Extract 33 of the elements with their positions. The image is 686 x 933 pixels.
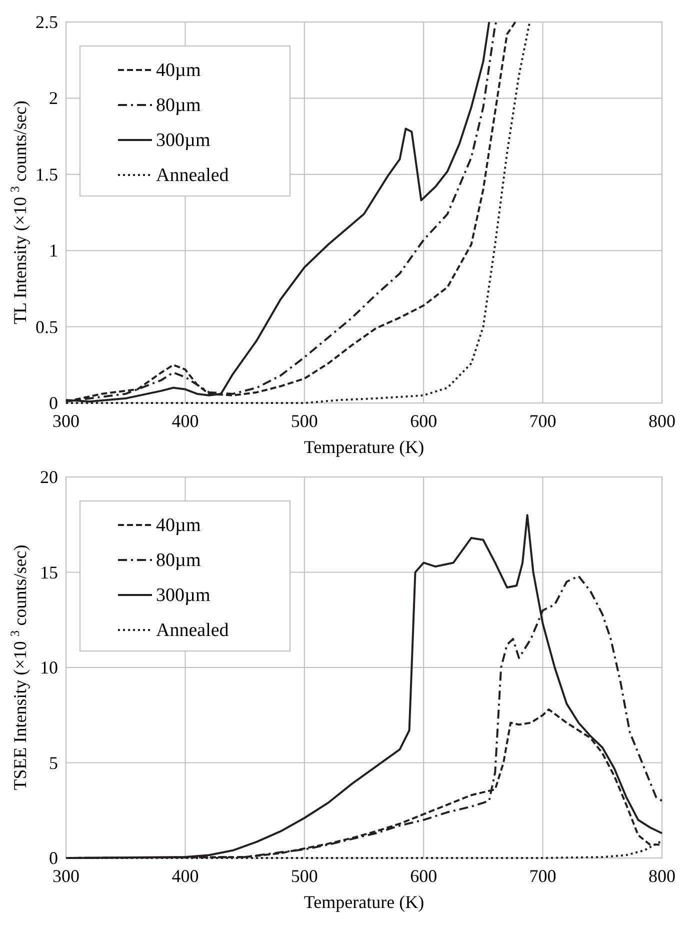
y-tick-label: 0 bbox=[49, 848, 58, 868]
y-tick-label: 0 bbox=[49, 393, 58, 413]
legend-label: Annealed bbox=[156, 620, 230, 641]
x-tick-label: 300 bbox=[52, 411, 80, 431]
x-axis-title: Temperature (K) bbox=[304, 892, 424, 912]
legend-label: 40µm bbox=[156, 60, 201, 81]
y-tick-label: 2.5 bbox=[36, 12, 58, 32]
legend-label: Annealed bbox=[156, 165, 230, 186]
x-axis-title: Temperature (K) bbox=[304, 437, 424, 457]
x-tick-label: 700 bbox=[529, 866, 556, 886]
y-tick-label: 20 bbox=[40, 467, 58, 487]
x-tick-label: 800 bbox=[648, 411, 676, 431]
y-tick-label: 0.5 bbox=[36, 316, 58, 337]
legend-label: 40µm bbox=[156, 515, 201, 536]
legend-label: 300µm bbox=[156, 585, 210, 606]
legend-label: 80µm bbox=[156, 550, 201, 571]
y-tick-label: 10 bbox=[40, 658, 58, 678]
legend-label: 300µm bbox=[156, 130, 210, 151]
y-tick-label: 1.5 bbox=[36, 164, 58, 184]
x-tick-label: 500 bbox=[290, 411, 318, 431]
x-tick-label: 400 bbox=[172, 866, 199, 886]
legend-label: 80µm bbox=[156, 95, 201, 116]
x-tick-label: 600 bbox=[410, 411, 438, 431]
x-tick-label: 600 bbox=[410, 866, 438, 886]
y-tick-label: 2 bbox=[49, 88, 58, 108]
y-tick-label: 1 bbox=[49, 240, 58, 261]
y-tick-label: 15 bbox=[40, 562, 58, 582]
x-tick-label: 300 bbox=[52, 866, 80, 886]
y-tick-label: 5 bbox=[49, 752, 58, 773]
x-tick-label: 500 bbox=[290, 866, 318, 886]
x-tick-label: 700 bbox=[529, 411, 556, 431]
x-tick-label: 400 bbox=[172, 411, 199, 431]
x-tick-label: 800 bbox=[648, 866, 676, 886]
